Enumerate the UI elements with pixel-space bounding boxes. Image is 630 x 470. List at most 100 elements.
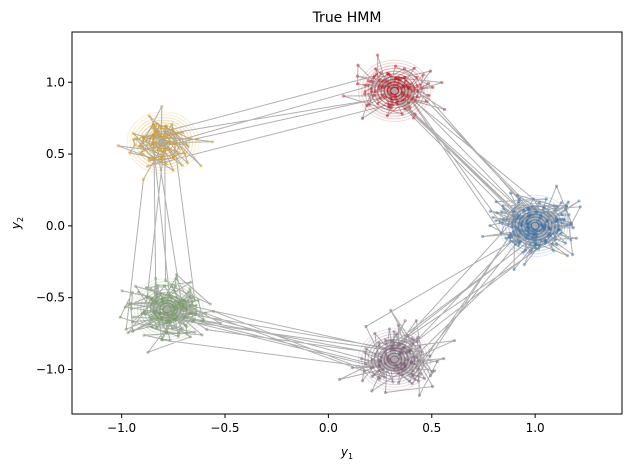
observation-point: [512, 209, 516, 214]
observation-point: [414, 98, 418, 103]
observation-point: [130, 290, 134, 294]
observation-point: [521, 250, 525, 254]
observation-point: [508, 191, 513, 195]
observation-point: [369, 366, 373, 370]
observation-point: [133, 143, 137, 147]
contour-ring: [152, 133, 174, 152]
observation-point: [141, 136, 146, 140]
observation-point: [414, 364, 418, 369]
observation-point: [183, 152, 187, 156]
observation-point: [159, 337, 164, 342]
observation-point: [149, 287, 153, 291]
observation-point: [151, 126, 155, 130]
observation-point: [514, 225, 518, 229]
observation-point: [171, 168, 175, 172]
contour-ring: [364, 65, 425, 117]
y-axis-label: y2: [9, 217, 25, 230]
observation-point: [375, 53, 380, 57]
contour-ring: [370, 70, 419, 112]
observation-point: [563, 218, 567, 222]
observation-point: [563, 241, 568, 245]
observation-point: [532, 245, 536, 249]
observation-point: [150, 298, 154, 302]
contour-ring: [133, 280, 201, 338]
observation-point: [180, 163, 184, 167]
observation-point: [161, 323, 165, 327]
observation-point: [560, 220, 564, 225]
y-tick-label: −0.5: [36, 291, 65, 305]
observation-point: [421, 73, 425, 77]
observation-point: [163, 279, 168, 283]
observation-point: [417, 393, 422, 397]
observation-point: [131, 320, 135, 324]
observation-point: [156, 283, 160, 287]
observation-point: [124, 327, 128, 331]
observation-point: [571, 252, 575, 257]
observation-point: [498, 220, 502, 224]
observation-point: [502, 218, 506, 222]
state-emission-contours: [498, 194, 572, 258]
x-tick-label: 1.0: [526, 421, 545, 435]
observation-point: [131, 131, 135, 136]
observation-point: [172, 289, 176, 293]
observation-point: [393, 64, 398, 68]
observation-point: [126, 331, 130, 335]
observation-point: [129, 307, 134, 311]
observation-point: [154, 276, 158, 281]
contour-ring: [530, 221, 540, 230]
observation-point: [407, 379, 412, 383]
observation-point: [180, 327, 184, 331]
observation-point: [561, 217, 565, 221]
observation-point: [134, 284, 138, 288]
observation-point: [559, 200, 564, 205]
observation-point: [377, 368, 381, 373]
contour-ring: [155, 135, 171, 150]
observation-point: [184, 306, 188, 310]
observation-point: [149, 297, 154, 301]
observation-point: [163, 124, 167, 129]
observation-point: [142, 333, 146, 337]
observation-point: [517, 197, 522, 201]
state-emission-contours: [358, 328, 432, 391]
observation-point: [409, 348, 413, 352]
contour-ring: [156, 299, 179, 319]
observation-point: [182, 151, 186, 155]
observation-point: [565, 223, 569, 227]
observation-point: [411, 337, 416, 342]
observation-point: [559, 217, 563, 221]
observation-point: [555, 204, 559, 209]
y-tick-label: −1.0: [36, 362, 65, 376]
observation-point: [569, 222, 574, 226]
observation-point: [131, 138, 136, 142]
observation-point: [568, 221, 573, 225]
observation-point: [363, 89, 367, 94]
state-emission-contours: [358, 59, 432, 123]
observation-point: [551, 242, 555, 246]
observation-point: [189, 311, 193, 315]
observation-point: [392, 330, 396, 334]
observation-point: [512, 267, 516, 272]
observation-point: [533, 242, 537, 246]
state-center-marker: [391, 87, 398, 94]
observation-point: [522, 263, 526, 267]
observation-point: [412, 116, 416, 120]
observation-point: [385, 114, 389, 118]
observation-point: [522, 208, 526, 212]
contour-ring: [152, 297, 182, 322]
observation-point: [363, 369, 367, 373]
observation-point: [546, 211, 550, 215]
y-tick-label: 0.5: [46, 147, 65, 161]
observation-point: [526, 206, 530, 210]
observation-point: [411, 374, 415, 378]
observation-point: [387, 72, 391, 76]
observation-point: [184, 306, 188, 310]
observation-point: [415, 83, 419, 88]
observation-point: [400, 112, 404, 116]
observation-point: [176, 150, 180, 154]
contour-ring: [136, 119, 190, 166]
observation-point: [504, 236, 508, 240]
observation-point: [555, 219, 559, 223]
observation-point: [370, 389, 374, 393]
x-axis-label-sub: 1: [348, 452, 353, 461]
observation-point: [518, 240, 522, 244]
